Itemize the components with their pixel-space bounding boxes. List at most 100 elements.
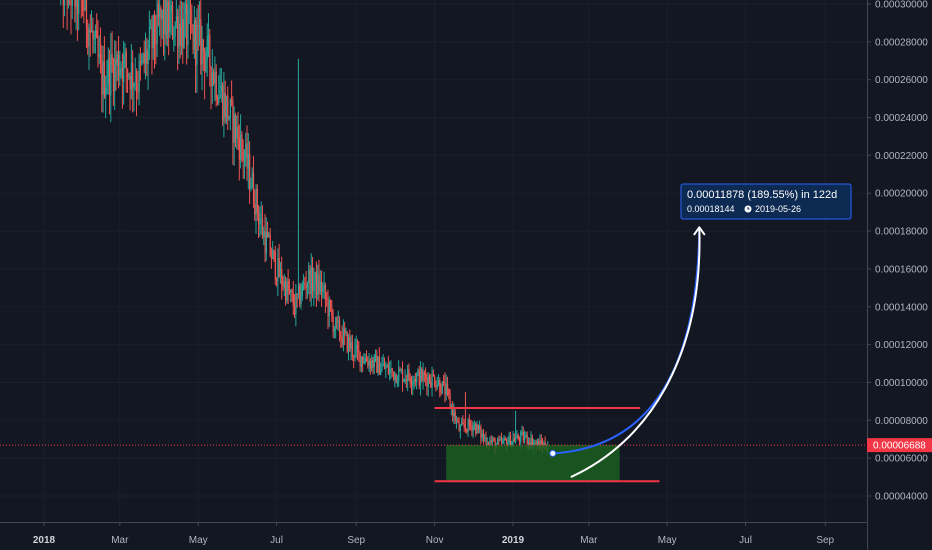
candle-body xyxy=(220,85,223,92)
candle-body xyxy=(508,435,510,443)
candle-body xyxy=(187,10,189,45)
candle-body xyxy=(516,434,518,439)
candle-body xyxy=(251,173,253,188)
candle-body xyxy=(103,61,106,97)
price-tick-label-5: 0.00014000 xyxy=(875,302,928,313)
candle-body xyxy=(160,8,162,20)
candle-body xyxy=(120,68,122,70)
price-axis-ticks: 0.00004000 0.00006000 0.00008000 0.00010000… xyxy=(867,0,928,503)
candle-body xyxy=(489,440,491,445)
candle-body xyxy=(121,68,124,83)
candle-body xyxy=(165,0,167,39)
candle-body xyxy=(213,72,215,84)
last-price-label-bg xyxy=(867,438,932,453)
candle-body xyxy=(83,8,85,11)
candle-body xyxy=(425,375,427,379)
candle-body xyxy=(179,24,181,46)
price-tick-label-0: 0.00004000 xyxy=(875,492,928,503)
candle-body xyxy=(183,14,185,48)
candle-body xyxy=(423,372,426,376)
candle-body xyxy=(254,204,256,215)
candle-body xyxy=(413,378,415,382)
candle-body xyxy=(138,61,140,92)
candle-body xyxy=(200,19,202,65)
candle-body xyxy=(188,9,190,11)
candle-body xyxy=(112,64,115,92)
time-axis[interactable] xyxy=(0,522,867,550)
candle-body xyxy=(322,288,324,293)
candle-body xyxy=(387,365,390,374)
candle-body xyxy=(282,285,284,288)
candle-body xyxy=(531,437,533,448)
candle-body xyxy=(509,435,512,447)
candle-body xyxy=(264,231,266,253)
measure-tooltip-bg xyxy=(680,183,852,220)
candle-body xyxy=(386,365,388,368)
price-tick-label-9: 0.00022000 xyxy=(875,151,928,162)
candle-body xyxy=(205,59,207,72)
candle-body xyxy=(524,436,526,441)
candle-body xyxy=(351,342,354,356)
candle-body xyxy=(222,85,224,121)
candle-body xyxy=(321,281,323,293)
candle-body xyxy=(155,42,157,44)
candle-body xyxy=(405,378,408,382)
candle-body xyxy=(159,8,161,18)
candle-body xyxy=(243,158,246,161)
candle-body xyxy=(246,143,248,169)
time-tick-label-6: 2019 xyxy=(502,535,525,546)
candle-body xyxy=(308,270,310,284)
candle-body xyxy=(434,376,436,386)
candle-body xyxy=(394,373,396,380)
time-tick-label-9: Jul xyxy=(739,535,752,546)
candle-body xyxy=(211,72,214,87)
candle-body xyxy=(324,284,327,299)
price-tick-label-6: 0.00016000 xyxy=(875,264,928,275)
candle-body xyxy=(290,290,292,293)
time-tick-label-3: Jul xyxy=(270,535,283,546)
candle-body xyxy=(327,299,329,317)
candle-body xyxy=(91,30,93,33)
candle-body xyxy=(382,363,384,366)
candle-body xyxy=(527,442,530,444)
candle-body xyxy=(237,127,239,138)
time-tick-label-4: Sep xyxy=(347,535,365,546)
candle-body xyxy=(306,283,309,288)
candle-body xyxy=(195,20,197,65)
candle-body xyxy=(439,380,441,393)
accumulation-box xyxy=(446,444,620,481)
candle-body xyxy=(355,345,357,348)
price-tick-label-13: 0.00030000 xyxy=(875,0,928,11)
candle-body xyxy=(116,54,118,66)
candle-body xyxy=(435,385,437,388)
candle-body xyxy=(150,26,152,29)
candle-body xyxy=(219,91,221,98)
candle-body xyxy=(445,383,447,395)
candle-body xyxy=(427,376,429,387)
candle-body xyxy=(146,49,148,64)
candle-body xyxy=(332,316,334,332)
candle-body xyxy=(202,39,205,53)
candle-body xyxy=(98,54,100,57)
candle-body xyxy=(118,54,120,77)
candle-body xyxy=(319,281,321,292)
price-tick-label-4: 0.00012000 xyxy=(875,340,928,351)
candle-body xyxy=(154,15,156,43)
price-tick-label-10: 0.00024000 xyxy=(875,113,928,124)
candle-body xyxy=(448,388,450,395)
candle-body xyxy=(296,293,298,295)
candle-body xyxy=(464,427,467,429)
time-tick-label-10: Sep xyxy=(816,535,834,546)
candle-body xyxy=(480,426,482,438)
candle-body xyxy=(278,257,280,277)
price-axis[interactable] xyxy=(867,0,932,550)
candle-body xyxy=(403,379,405,382)
candle-body xyxy=(391,368,393,372)
candle-body xyxy=(417,370,419,375)
candle-body xyxy=(310,267,312,294)
candle-body xyxy=(389,369,391,374)
candle-body xyxy=(240,134,242,161)
candle-body xyxy=(265,231,267,253)
candle-body xyxy=(341,337,343,345)
